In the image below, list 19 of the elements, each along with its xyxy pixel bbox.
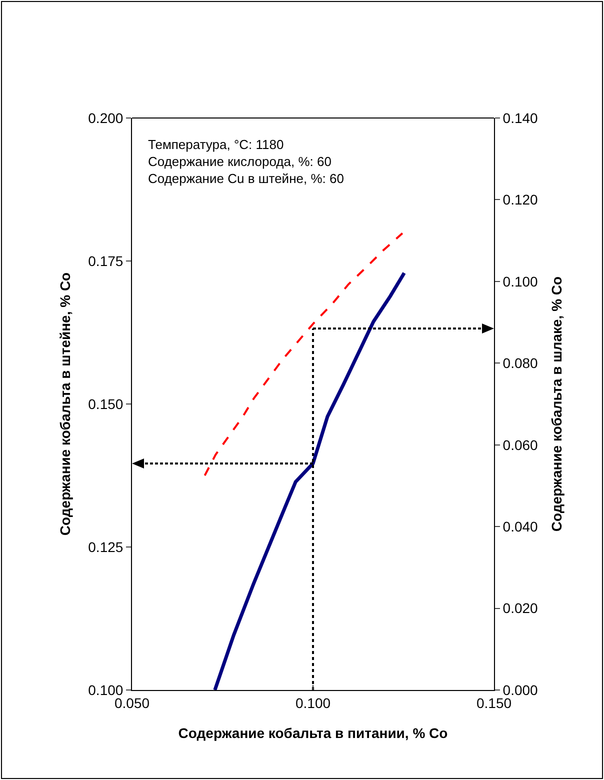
x-tick-label: 0.100 [295, 694, 331, 711]
y-tick-label: 0.150 [88, 396, 124, 412]
y-tick-label: 0.175 [88, 252, 124, 269]
y-tick-label: 0.200 [88, 110, 124, 126]
annotation: Содержание Cu в штейне, %: 60 [148, 170, 344, 186]
y2-tick-label: 0.020 [502, 600, 538, 616]
y2-tick-label: 0.140 [502, 110, 538, 126]
y2-tick-label: 0.080 [502, 355, 538, 372]
y-axis-title: Содержание кобальта в штейне, % Co [56, 272, 73, 536]
y2-tick-label: 0.060 [502, 436, 538, 453]
annotation: Содержание кислорода, %: 60 [148, 154, 332, 169]
x-axis-title: Содержание кобальта в питании, % Co [178, 725, 448, 742]
line-series [204, 232, 404, 476]
y2-tick-label: 0.120 [502, 192, 538, 208]
y2-axis-title: Содержание кобальта в шлаке, % Co [548, 276, 564, 532]
y-tick-label: 0.125 [88, 538, 124, 555]
annotation: Температура, °C: 1180 [148, 137, 284, 152]
y2-tick-label: 0.100 [502, 273, 538, 290]
y2-tick-label: 0.040 [502, 518, 538, 534]
